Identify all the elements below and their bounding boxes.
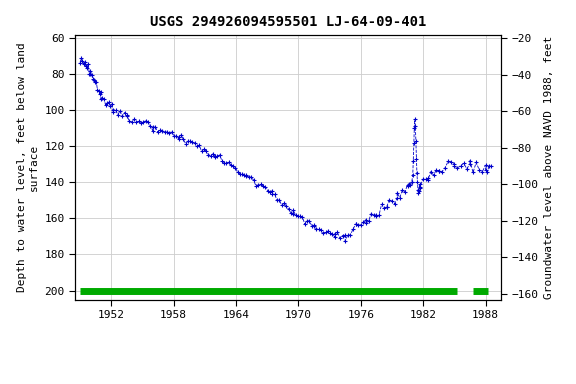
Y-axis label: Groundwater level above NAVD 1988, feet: Groundwater level above NAVD 1988, feet	[544, 35, 554, 299]
Y-axis label: Depth to water level, feet below land
surface: Depth to water level, feet below land su…	[17, 42, 39, 292]
Title: USGS 294926094595501 LJ-64-09-401: USGS 294926094595501 LJ-64-09-401	[150, 15, 426, 29]
